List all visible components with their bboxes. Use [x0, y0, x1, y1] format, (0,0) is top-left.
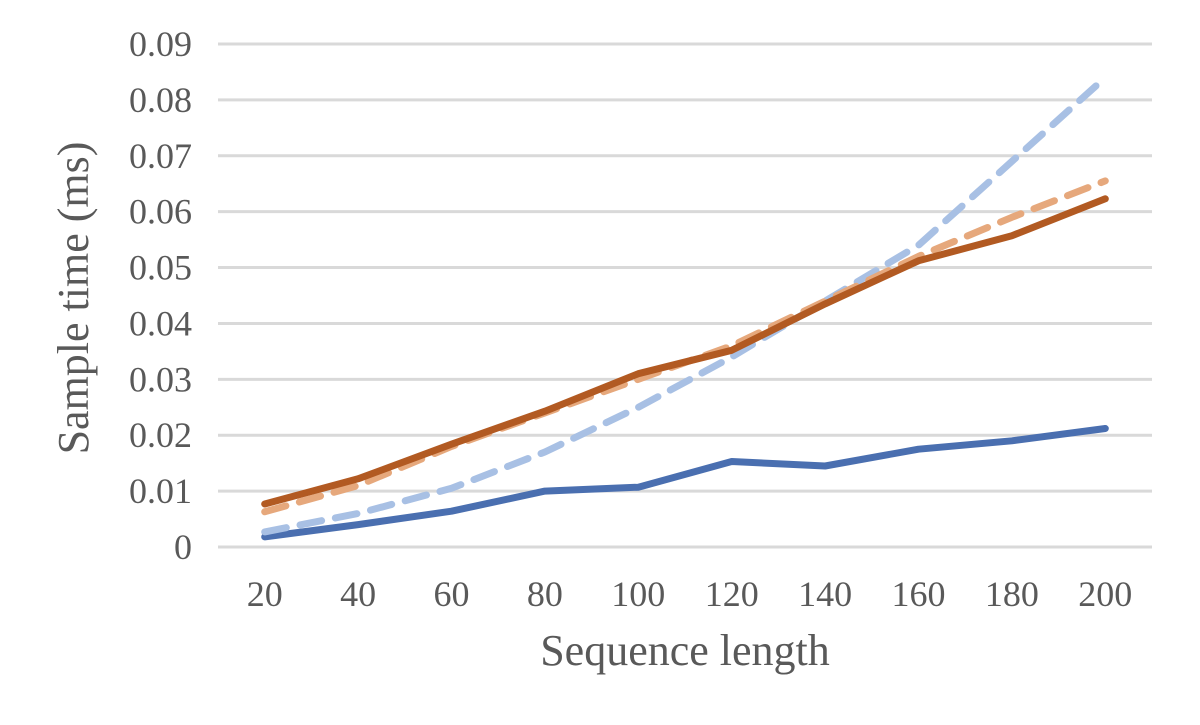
series-line-2 — [261, 74, 1109, 536]
y-tick-labels: 0 0.01 0.02 0.03 0.04 0.05 0.06 0.07 0.08 0.09 — [129, 24, 192, 567]
series-line-3 — [261, 177, 1109, 516]
x-tick-labels: 20 40 60 80 100 120 140 160 180 200 — [247, 574, 1133, 614]
x-tick-label: 80 — [527, 574, 563, 614]
y-axis-title: Sample time (ms) — [49, 142, 98, 455]
x-tick-label: 100 — [611, 574, 665, 614]
x-tick-label: 60 — [434, 574, 470, 614]
gridlines — [218, 42, 1152, 549]
y-tick-label: 0.06 — [129, 192, 192, 232]
x-tick-label: 40 — [340, 574, 376, 614]
y-tick-label: 0.03 — [129, 359, 192, 399]
y-tick-label: 0.04 — [129, 303, 192, 343]
y-tick-label: 0.09 — [129, 24, 192, 64]
series-line-4 — [261, 195, 1109, 508]
y-tick-label: 0.05 — [129, 248, 192, 288]
x-tick-label: 160 — [892, 574, 946, 614]
y-tick-label: 0.01 — [129, 471, 192, 511]
x-axis-title: Sequence length — [540, 626, 830, 675]
series-line-1 — [261, 425, 1109, 541]
y-tick-label: 0 — [174, 527, 192, 567]
series-lines — [261, 74, 1109, 541]
x-tick-label: 120 — [705, 574, 759, 614]
y-tick-label: 0.08 — [129, 80, 192, 120]
y-tick-label: 0.02 — [129, 415, 192, 455]
y-tick-label: 0.07 — [129, 136, 192, 176]
x-tick-label: 180 — [985, 574, 1039, 614]
x-tick-label: 140 — [798, 574, 852, 614]
x-tick-label: 200 — [1078, 574, 1132, 614]
x-tick-label: 20 — [247, 574, 283, 614]
